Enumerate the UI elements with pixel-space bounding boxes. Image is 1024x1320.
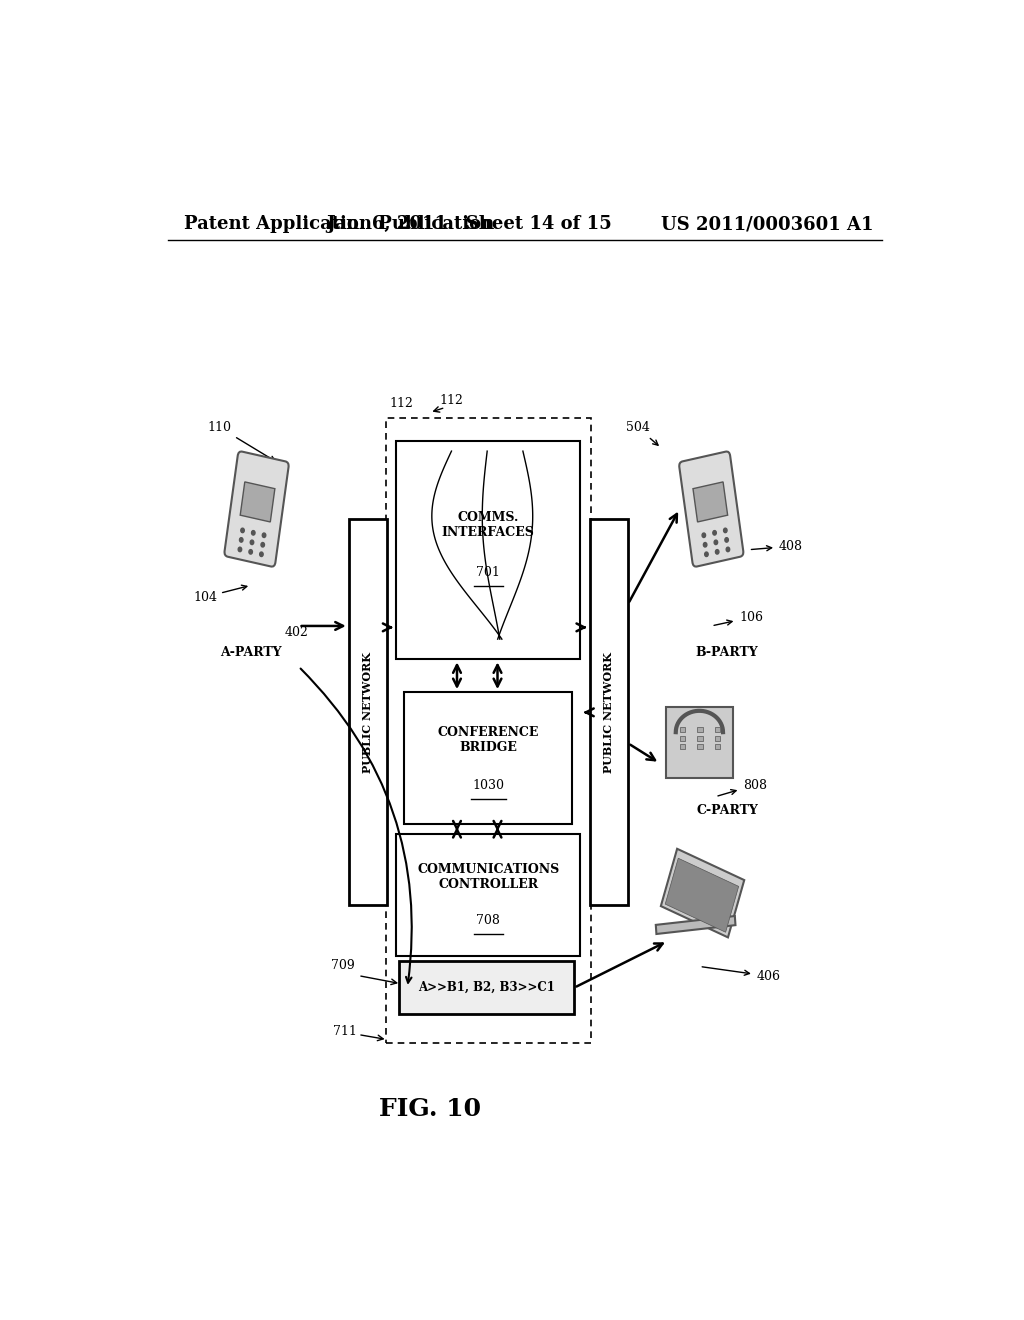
Bar	[715, 744, 720, 750]
Text: PUBLIC NETWORK: PUBLIC NETWORK	[362, 652, 373, 772]
Circle shape	[703, 543, 707, 546]
Circle shape	[261, 543, 264, 546]
Circle shape	[252, 531, 255, 535]
Bar	[348, 519, 387, 906]
Circle shape	[714, 540, 718, 545]
Bar	[404, 692, 572, 824]
Bar	[715, 727, 720, 733]
Text: 110: 110	[207, 421, 275, 461]
Text: FIG. 10: FIG. 10	[379, 1097, 480, 1121]
Text: 808: 808	[718, 779, 767, 796]
Bar	[697, 727, 702, 733]
Text: B-PARTY: B-PARTY	[695, 647, 759, 660]
Text: Patent Application Publication: Patent Application Publication	[183, 215, 494, 234]
Circle shape	[260, 552, 263, 557]
Bar	[399, 961, 574, 1014]
Circle shape	[713, 531, 717, 535]
Text: 1030: 1030	[472, 779, 504, 792]
Bar	[396, 834, 581, 956]
Bar	[715, 735, 720, 741]
Text: 504: 504	[626, 421, 658, 445]
Text: A>>B1, B2, B3>>C1: A>>B1, B2, B3>>C1	[418, 981, 555, 994]
Bar	[386, 417, 591, 1043]
FancyBboxPatch shape	[679, 451, 743, 566]
Circle shape	[726, 548, 730, 552]
Text: 112: 112	[390, 397, 414, 411]
Bar	[666, 708, 733, 779]
Circle shape	[702, 533, 706, 537]
Circle shape	[724, 528, 727, 533]
Text: 708: 708	[476, 915, 501, 927]
Text: CONFERENCE
BRIDGE: CONFERENCE BRIDGE	[437, 726, 539, 754]
Text: 406: 406	[702, 966, 780, 982]
Text: C-PARTY: C-PARTY	[696, 804, 758, 817]
Circle shape	[705, 552, 709, 557]
Text: 104: 104	[194, 585, 247, 603]
Text: PUBLIC NETWORK: PUBLIC NETWORK	[603, 652, 614, 772]
Text: 709: 709	[331, 960, 355, 973]
Bar	[241, 482, 274, 521]
FancyBboxPatch shape	[224, 451, 289, 566]
Bar	[680, 744, 685, 750]
Circle shape	[239, 548, 242, 552]
Bar	[693, 482, 728, 521]
Circle shape	[716, 549, 719, 554]
Text: 106: 106	[714, 611, 763, 626]
Circle shape	[240, 537, 243, 543]
Circle shape	[250, 540, 254, 545]
Circle shape	[241, 528, 245, 533]
Circle shape	[249, 549, 253, 554]
Bar	[396, 441, 581, 660]
Circle shape	[725, 537, 728, 543]
FancyBboxPatch shape	[660, 849, 744, 937]
Text: COMMUNICATIONS
CONTROLLER: COMMUNICATIONS CONTROLLER	[417, 863, 559, 891]
Bar	[697, 744, 702, 750]
Text: 408: 408	[752, 540, 803, 553]
Text: COMMS.
INTERFACES: COMMS. INTERFACES	[442, 511, 535, 539]
Text: 701: 701	[476, 566, 501, 579]
Bar	[697, 735, 702, 741]
Text: A-PARTY: A-PARTY	[220, 647, 282, 660]
Bar	[590, 519, 628, 906]
FancyBboxPatch shape	[666, 858, 738, 932]
Text: 711: 711	[333, 1024, 356, 1038]
Text: 112: 112	[440, 395, 464, 408]
Text: US 2011/0003601 A1: US 2011/0003601 A1	[662, 215, 873, 234]
Bar	[680, 735, 685, 741]
FancyBboxPatch shape	[655, 916, 735, 935]
Text: Jan. 6, 2011   Sheet 14 of 15: Jan. 6, 2011 Sheet 14 of 15	[327, 215, 612, 234]
Text: 402: 402	[285, 626, 308, 639]
Bar	[680, 727, 685, 733]
Circle shape	[262, 533, 266, 537]
